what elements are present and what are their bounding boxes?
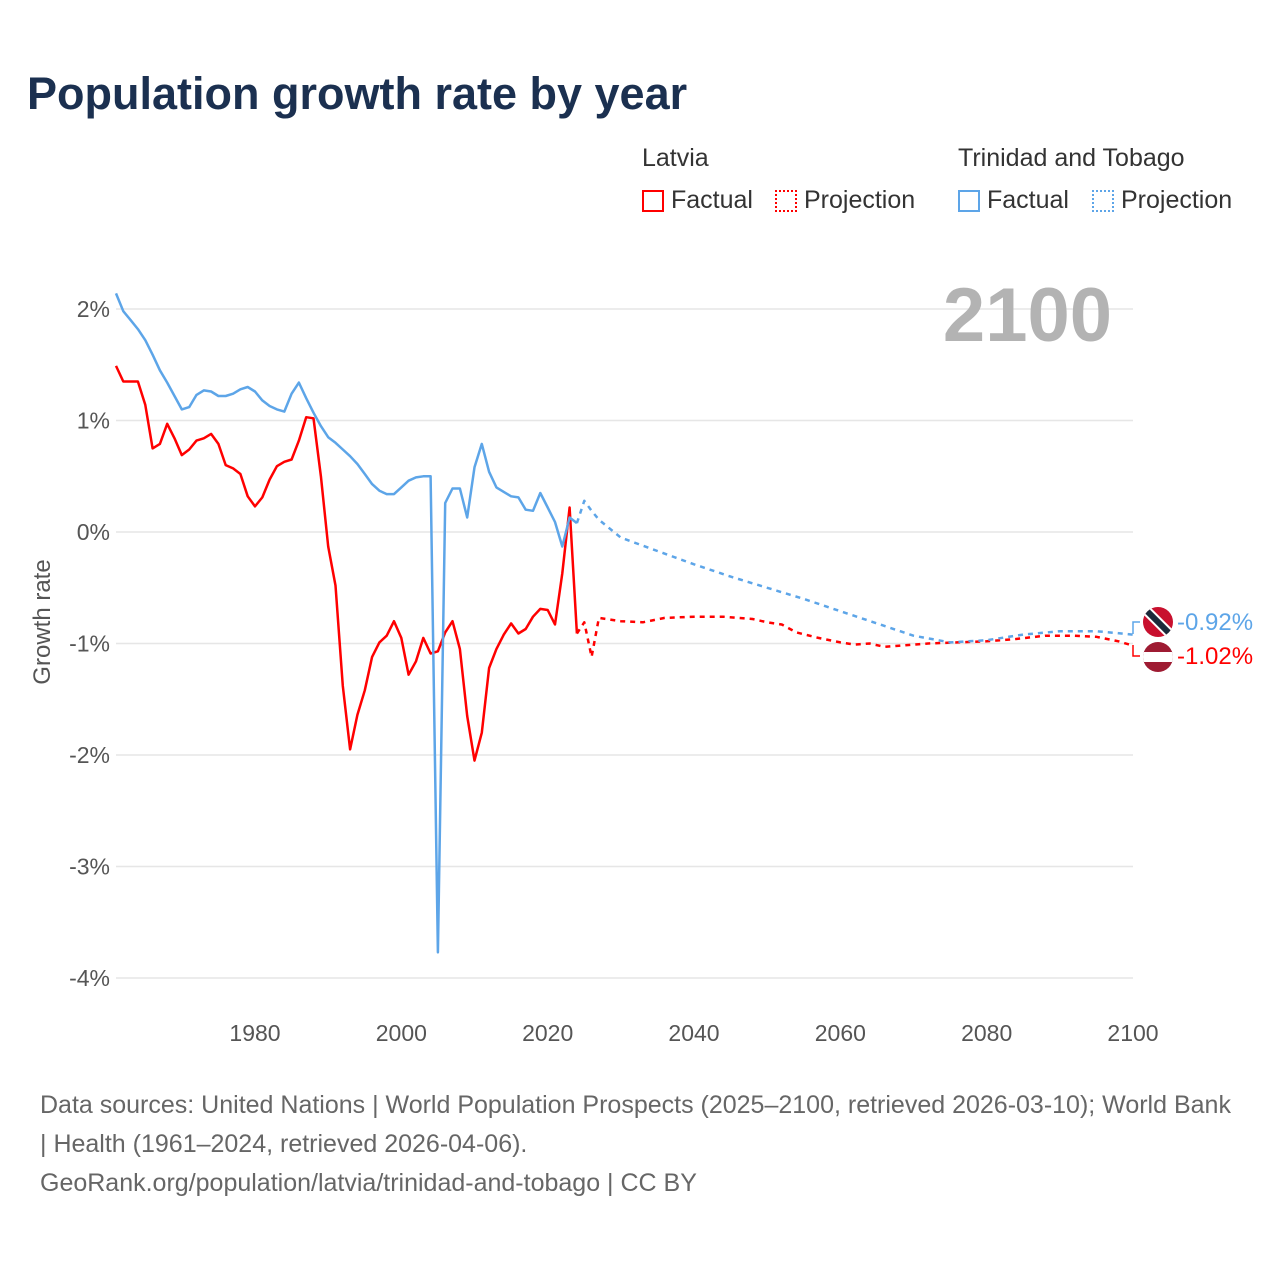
x-tick-label: 2040 xyxy=(668,1020,719,1046)
series-line-latvia-factual xyxy=(114,365,579,762)
x-tick-label: 2060 xyxy=(815,1020,866,1046)
y-tick-label: 1% xyxy=(77,408,110,434)
source-link[interactable]: GeoRank.org/population/latvia/trinidad-a… xyxy=(40,1169,697,1197)
x-tick-label: 2020 xyxy=(522,1020,573,1046)
legend-label: Projection xyxy=(804,186,916,214)
latvia-flag-icon xyxy=(1143,642,1173,672)
legend-label: Projection xyxy=(1121,186,1233,214)
legend-label: Factual xyxy=(987,186,1069,214)
latvia-end-value: -1.02% xyxy=(1177,643,1253,670)
trinidad-end-value: -0.92% xyxy=(1177,609,1253,636)
legend-item-latvia-factual[interactable]: Factual xyxy=(642,186,753,215)
y-tick-label: -2% xyxy=(69,742,110,768)
data-sources: Data sources: United Nations | World Pop… xyxy=(40,1091,1231,1158)
legend-heading-trinidad: Trinidad and Tobago xyxy=(958,144,1185,172)
y-tick-label: -4% xyxy=(69,965,110,991)
y-tick-label: 2% xyxy=(77,296,110,322)
legend-item-trinidad-factual[interactable]: Factual xyxy=(958,186,1069,215)
legend-swatch-solid xyxy=(642,189,664,212)
legend-label: Factual xyxy=(671,186,753,214)
chart-area: 2% 1% 0% -1% -2% -3% -4% 1980 2000 2020 2040 2060 2… xyxy=(29,292,1253,1046)
legend-item-trinidad-projection[interactable]: Projection xyxy=(1092,186,1232,215)
x-tick-label: 2100 xyxy=(1107,1020,1158,1046)
legend-heading-latvia: Latvia xyxy=(642,144,709,172)
y-axis-label: Growth rate xyxy=(29,559,56,684)
latvia-end-connector xyxy=(1132,645,1140,657)
series-line-trinidad-and-tobago-factual xyxy=(114,292,578,954)
trinidad-end-connector xyxy=(1132,621,1140,634)
trinidad-flag-icon xyxy=(1143,607,1173,637)
x-tick-label: 2000 xyxy=(376,1020,427,1046)
legend-swatch-solid xyxy=(958,189,980,212)
current-year-label: 2100 xyxy=(942,273,1112,358)
chart-title: Population growth rate by year xyxy=(27,68,688,119)
series-line-latvia-projection xyxy=(575,615,1134,659)
y-tick-label: 0% xyxy=(77,519,110,545)
footer: Data sources: United Nations | World Pop… xyxy=(40,1086,1240,1203)
legend-swatch-dotted xyxy=(1092,189,1114,212)
y-tick-label: -3% xyxy=(69,854,110,880)
x-tick-label: 2080 xyxy=(961,1020,1012,1046)
legend-item-latvia-projection[interactable]: Projection xyxy=(775,186,915,215)
series-line-trinidad-and-tobago-projection xyxy=(575,499,1134,644)
x-tick-label: 1980 xyxy=(229,1020,280,1046)
y-tick-label: -1% xyxy=(69,631,110,657)
legend-swatch-dotted xyxy=(775,189,797,212)
